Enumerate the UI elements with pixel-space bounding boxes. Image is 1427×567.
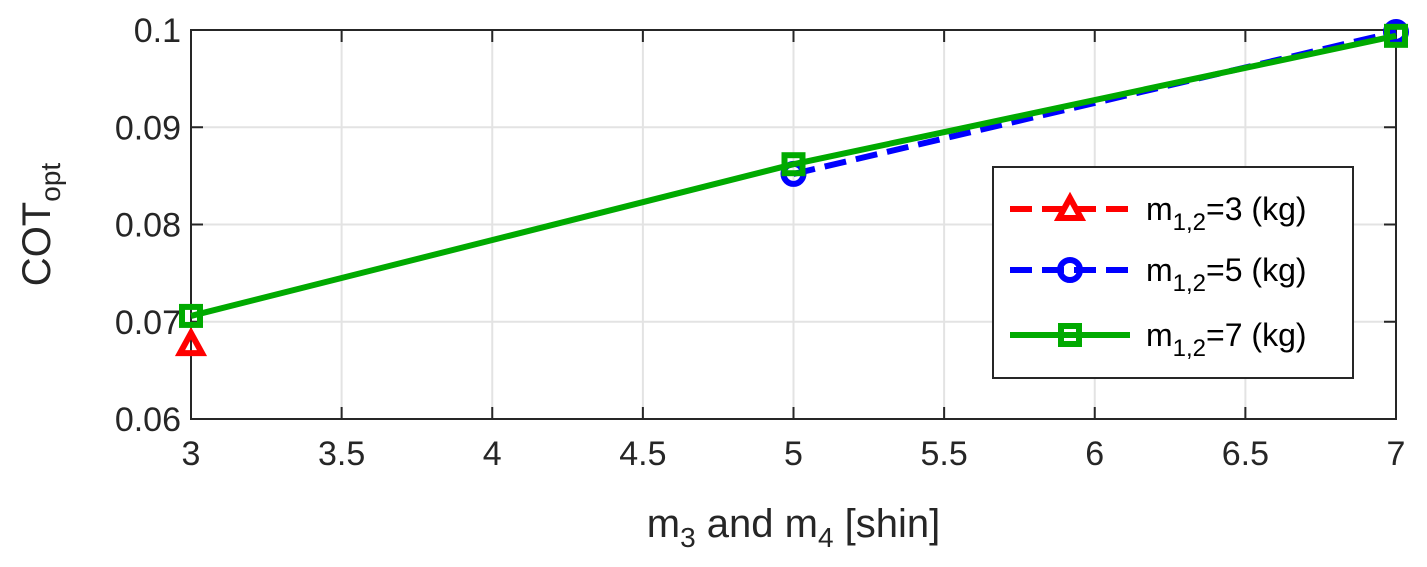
x-tick-label: 5 bbox=[784, 435, 803, 473]
legend-label-sub: 1,2 bbox=[1173, 335, 1206, 362]
x-axis-label: m3 and m4 [shin] bbox=[647, 502, 941, 553]
x-tick-label: 4.5 bbox=[619, 435, 666, 473]
x-tick-label: 4 bbox=[483, 435, 502, 473]
series-0 bbox=[174, 326, 208, 357]
series-line bbox=[190, 32, 1397, 319]
square-marker bbox=[1384, 23, 1408, 48]
y-axis-label-sub: opt bbox=[35, 163, 66, 202]
legend-label-sub: 1,2 bbox=[1173, 209, 1206, 236]
y-tick-label: 0.09 bbox=[115, 109, 181, 147]
legend-entry-2: m1,2=7 (kg) bbox=[1010, 317, 1307, 362]
square-marker bbox=[1058, 323, 1082, 347]
x-axis-label-main: m bbox=[647, 502, 680, 546]
legend-label-tail: =3 (kg) bbox=[1206, 191, 1306, 227]
y-axis-label: COTopt bbox=[15, 163, 66, 287]
series-layer bbox=[174, 18, 1409, 357]
legend-label: m1,2=5 (kg) bbox=[1146, 252, 1307, 297]
legend-label-tail: =7 (kg) bbox=[1206, 317, 1306, 353]
legend-label-main: m bbox=[1146, 191, 1173, 227]
axis-ticks: 3 3.5 4 4.5 5 5.5 6 6.5 7 0.06 0.07 0.08 0.09 0.1 bbox=[115, 12, 1406, 473]
y-axis-label-main: COT bbox=[15, 202, 59, 286]
x-tick-label: 3.5 bbox=[318, 435, 365, 473]
y-tick-label: 0.06 bbox=[115, 401, 181, 439]
legend-label: m1,2=7 (kg) bbox=[1146, 317, 1307, 362]
x-tick-label: 6.5 bbox=[1222, 435, 1269, 473]
legend-label-tail: =5 (kg) bbox=[1206, 252, 1306, 288]
triangle-marker bbox=[174, 326, 208, 357]
legend: m1,2=3 (kg)m1,2=5 (kg)m1,2=7 (kg) bbox=[992, 166, 1354, 379]
legend-label-main: m bbox=[1146, 252, 1173, 288]
x-axis-label-sub2: 4 bbox=[818, 522, 834, 553]
triangle-marker bbox=[1053, 191, 1087, 221]
x-tick-label: 6 bbox=[1085, 435, 1104, 473]
legend-entry-0: m1,2=3 (kg) bbox=[1010, 191, 1307, 236]
legend-label-main: m bbox=[1146, 317, 1173, 353]
x-tick-label: 7 bbox=[1387, 435, 1406, 473]
legend-entry-1: m1,2=5 (kg) bbox=[1010, 252, 1307, 297]
x-axis-label-mid: and m bbox=[696, 502, 818, 546]
square-marker bbox=[179, 303, 203, 328]
y-tick-label: 0.07 bbox=[115, 304, 181, 342]
y-tick-label: 0.08 bbox=[115, 207, 181, 245]
x-tick-label: 3 bbox=[182, 435, 201, 473]
x-tick-label: 5.5 bbox=[920, 435, 967, 473]
series-2 bbox=[179, 23, 1408, 328]
legend-label: m1,2=3 (kg) bbox=[1146, 191, 1307, 236]
circle-marker bbox=[1057, 257, 1083, 283]
x-axis-label-sub1: 3 bbox=[680, 522, 696, 553]
y-tick-label: 0.1 bbox=[134, 12, 181, 50]
x-axis-label-tail: [shin] bbox=[834, 502, 941, 546]
square-marker bbox=[781, 152, 806, 177]
legend-label-sub: 1,2 bbox=[1173, 270, 1206, 297]
